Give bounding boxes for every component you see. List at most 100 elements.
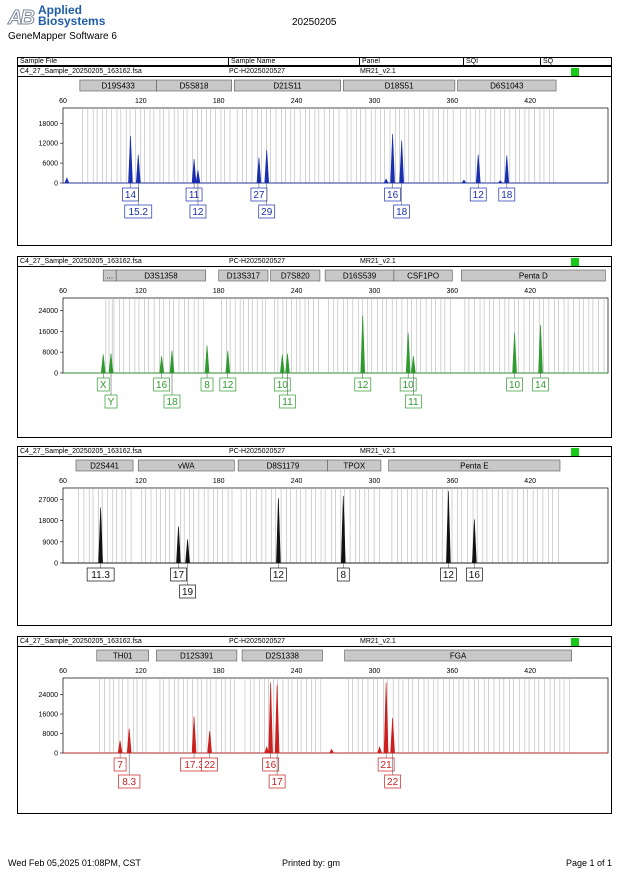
- allele-peak: [411, 356, 416, 374]
- y-tick-label: 12000: [39, 141, 59, 148]
- plot-frame: [62, 677, 609, 754]
- allele-call-label: 18: [396, 207, 408, 218]
- y-tick-label: 18000: [39, 121, 59, 128]
- applied-biosystems-logo: AB Applied Biosystems: [8, 4, 118, 33]
- allele-call-box: [170, 567, 187, 582]
- allele-call-label: 16: [156, 380, 168, 391]
- x-tick-label: 180: [213, 478, 225, 485]
- locus-label: D3S1358: [144, 272, 178, 281]
- x-tick-label: 60: [59, 478, 67, 485]
- allele-call-label: X: [100, 380, 107, 391]
- x-tick-label: 240: [291, 478, 303, 485]
- x-tick-label: 420: [524, 98, 536, 105]
- allele-call-label: 10: [509, 380, 521, 391]
- locus-label: Penta D: [519, 272, 548, 281]
- sample-name: PC-H2025020527: [229, 638, 286, 645]
- y-tick-label: 24000: [39, 308, 59, 315]
- y-tick-label: 24000: [39, 692, 59, 699]
- y-tick-label: 16000: [39, 329, 59, 336]
- locus-bin: [137, 459, 235, 472]
- sample-name: PC-H2025020527: [229, 448, 286, 455]
- allele-peak: [276, 498, 281, 564]
- x-tick-label: 300: [369, 668, 381, 675]
- x-tick-label: 60: [59, 668, 67, 675]
- y-tick-label: 0: [54, 751, 58, 758]
- locus-label: D12S391: [180, 652, 214, 661]
- locus-label: D16S539: [343, 272, 377, 281]
- locus-bin: [156, 79, 232, 92]
- x-tick-label: 240: [291, 668, 303, 675]
- y-tick-label: 27000: [39, 497, 59, 504]
- allele-peak: [274, 684, 280, 754]
- y-tick-label: 0: [54, 561, 58, 568]
- locus-bin: [233, 79, 341, 92]
- software-name: GeneMapper Software 6: [8, 31, 117, 42]
- allele-peak: [225, 350, 231, 374]
- locus-label: D7S820: [281, 272, 310, 281]
- allele-call-label: 16: [469, 570, 481, 581]
- logo-text: Applied Biosystems: [38, 4, 106, 28]
- locus-label: D2S441: [90, 462, 119, 471]
- locus-bin: [388, 459, 561, 472]
- logo-line2: Biosystems: [38, 14, 106, 28]
- locus-bin: [461, 269, 606, 282]
- allele-call-label: 17: [173, 570, 185, 581]
- allele-peak: [256, 157, 262, 184]
- allele-call-label: 12: [192, 207, 204, 218]
- sample-file: C4_27_Sample_20250205_163162.fsa: [20, 258, 142, 265]
- panel-header: C4_27_Sample_20250205_163162.fsa PC-H202…: [18, 447, 611, 457]
- y-tick-label: 16000: [39, 712, 59, 719]
- allele-call-box: [440, 567, 457, 582]
- allele-call-label: 8.3: [122, 777, 136, 788]
- electropherogram-chart: D2S441 vWA D8S1179 TPOX Penta E60 120 180 240 30…: [39, 459, 609, 599]
- ab-logo-mark-icon: AB: [8, 7, 36, 30]
- allele-peak: [279, 354, 285, 374]
- allele-peak: [399, 140, 404, 184]
- col-panel: Panel: [360, 58, 464, 65]
- allele-peak: [135, 154, 141, 184]
- allele-call-label: 19: [182, 587, 194, 598]
- y-tick-label: 0: [54, 181, 58, 188]
- allele-call-box: [258, 204, 276, 219]
- allele-peak: [268, 682, 273, 754]
- allele-peak: [360, 315, 366, 374]
- locus-label: D2S1338: [266, 652, 300, 661]
- x-tick-label: 60: [59, 98, 67, 105]
- sample-file: C4_27_Sample_20250205_163162.fsa: [20, 68, 142, 75]
- x-tick-label: 120: [135, 288, 147, 295]
- allele-peak: [504, 155, 510, 184]
- allele-peak: [340, 495, 346, 564]
- allele-call-box: [86, 567, 115, 582]
- allele-call-label: 14: [535, 380, 547, 391]
- allele-call-box: [279, 394, 296, 409]
- allele-peak: [390, 717, 395, 754]
- minor-peak: [64, 177, 70, 184]
- allele-call-box: [336, 567, 350, 582]
- allele-call-label: 21: [381, 760, 393, 771]
- x-tick-label: 360: [446, 98, 458, 105]
- locus-label: D21S11: [273, 82, 302, 91]
- y-tick-label: 8000: [42, 731, 58, 738]
- locus-bin: [342, 79, 456, 92]
- allele-call-box: [113, 757, 127, 772]
- x-tick-label: 420: [524, 668, 536, 675]
- footer-page: Page 1 of 1: [566, 858, 613, 868]
- minor-peak: [461, 179, 467, 184]
- allele-peak: [169, 350, 175, 374]
- allele-call-box: [219, 377, 237, 392]
- allele-call-label: 8: [204, 380, 210, 391]
- locus-bin: [344, 649, 572, 662]
- panel-header: C4_27_Sample_20250205_163162.fsa PC-H202…: [18, 257, 611, 267]
- allele-call-box: [384, 774, 401, 789]
- x-tick-label: 180: [213, 98, 225, 105]
- x-tick-label: 60: [59, 288, 67, 295]
- allele-call-box: [532, 377, 549, 392]
- allele-call-box: [393, 204, 411, 219]
- allele-peak: [405, 332, 411, 374]
- quality-ok-icon: [571, 638, 579, 646]
- allele-call-box: [96, 377, 110, 392]
- electropherogram-panel-green: C4_27_Sample_20250205_163162.fsa PC-H202…: [17, 256, 612, 438]
- allele-peak: [191, 716, 197, 754]
- col-sq: SQ: [543, 58, 554, 65]
- electropherogram-chart: TH01 D12S391 D2S1338 FGA 60 120 180 240 300 360 42…: [39, 649, 609, 789]
